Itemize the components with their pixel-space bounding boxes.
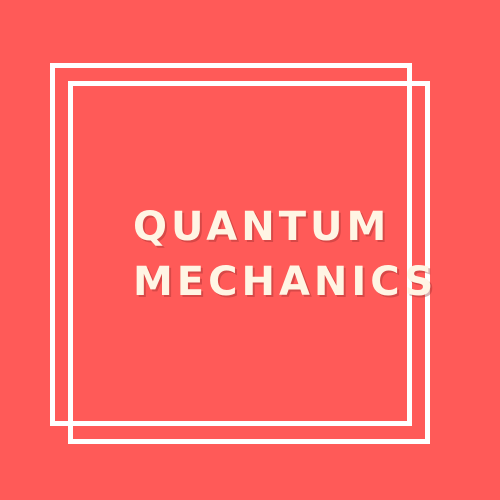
decorative-frame-back: [50, 63, 412, 426]
title-line-quantum: QUANTUM: [133, 204, 391, 250]
title-line-mechanics: MECHANICS: [133, 259, 438, 305]
decorative-frame-front: [68, 81, 430, 444]
